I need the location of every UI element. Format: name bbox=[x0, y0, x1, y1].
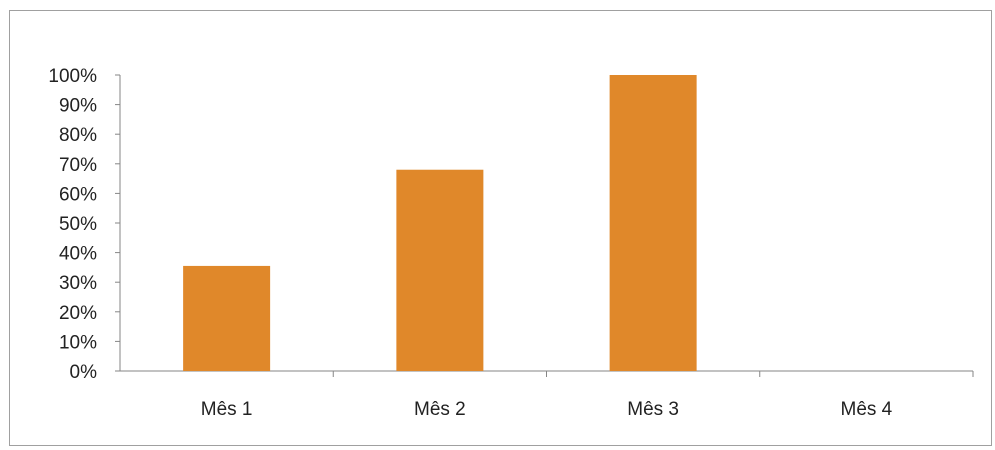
y-tick-label: 0% bbox=[70, 362, 98, 383]
y-tick-label: 20% bbox=[59, 303, 97, 324]
y-tick-label: 50% bbox=[59, 214, 97, 235]
x-tick-label: Mês 2 bbox=[414, 399, 466, 420]
chart-area bbox=[9, 10, 992, 446]
y-tick-label: 60% bbox=[59, 184, 97, 205]
y-tick-label: 40% bbox=[59, 244, 97, 265]
y-tick-label: 30% bbox=[59, 273, 97, 294]
bar bbox=[609, 75, 697, 371]
y-tick-label: 70% bbox=[59, 155, 97, 176]
x-tick-label: Mês 3 bbox=[627, 399, 679, 420]
x-tick-label: Mês 1 bbox=[201, 399, 253, 420]
y-tick-label: 80% bbox=[59, 125, 97, 146]
y-tick-label: 100% bbox=[48, 66, 97, 87]
y-tick-label: 90% bbox=[59, 96, 97, 117]
y-tick-label: 10% bbox=[59, 332, 97, 353]
x-tick-label: Mês 4 bbox=[841, 399, 893, 420]
bar bbox=[396, 169, 484, 371]
bar bbox=[183, 265, 271, 371]
